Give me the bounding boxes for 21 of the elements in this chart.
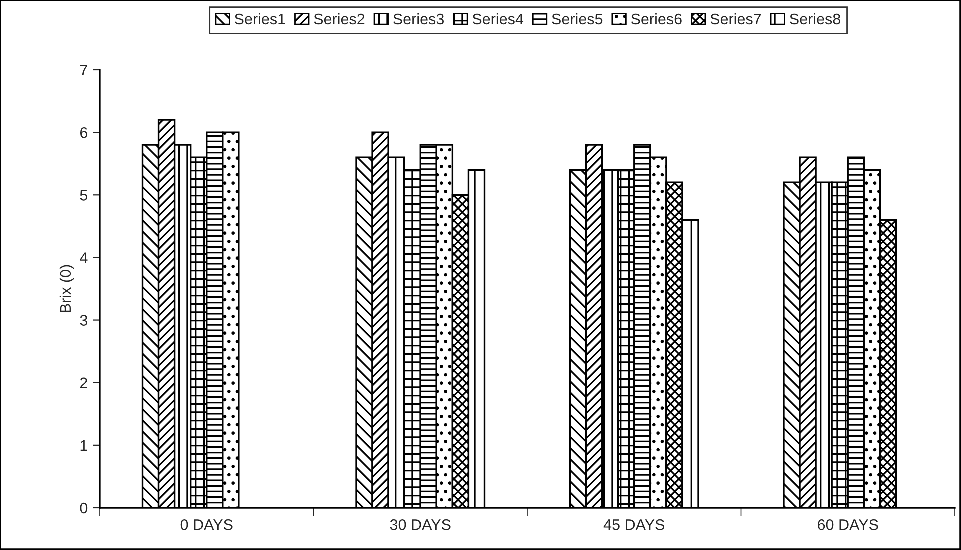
legend-label: Series4 — [472, 13, 524, 25]
y-tick-label: 7 — [80, 65, 88, 76]
y-tick-label: 5 — [80, 190, 88, 201]
y-tick-label: 3 — [80, 315, 88, 326]
legend-label: Series6 — [631, 13, 682, 25]
y-tick-label: 6 — [80, 127, 88, 138]
x-tick-label: 45 DAYS — [604, 520, 665, 530]
x-tick-label: 60 DAYS — [818, 520, 878, 530]
legend-label: Series5 — [552, 13, 603, 25]
legend-label: Series3 — [394, 13, 444, 25]
y-tick-label: 0 — [80, 502, 88, 514]
y-axis-title: Brix (0) — [60, 265, 74, 312]
x-tick-label: 0 DAYS — [180, 520, 233, 530]
y-tick-label: 4 — [80, 252, 88, 264]
x-tick-label: 30 DAYS — [390, 520, 451, 530]
legend-label: Series7 — [710, 13, 762, 25]
y-tick-label: 2 — [80, 378, 88, 388]
legend-label: Series1 — [234, 13, 286, 25]
legend-label: Series2 — [314, 13, 365, 25]
legend-label: Series8 — [790, 13, 840, 25]
y-tick-label: 1 — [80, 440, 88, 451]
